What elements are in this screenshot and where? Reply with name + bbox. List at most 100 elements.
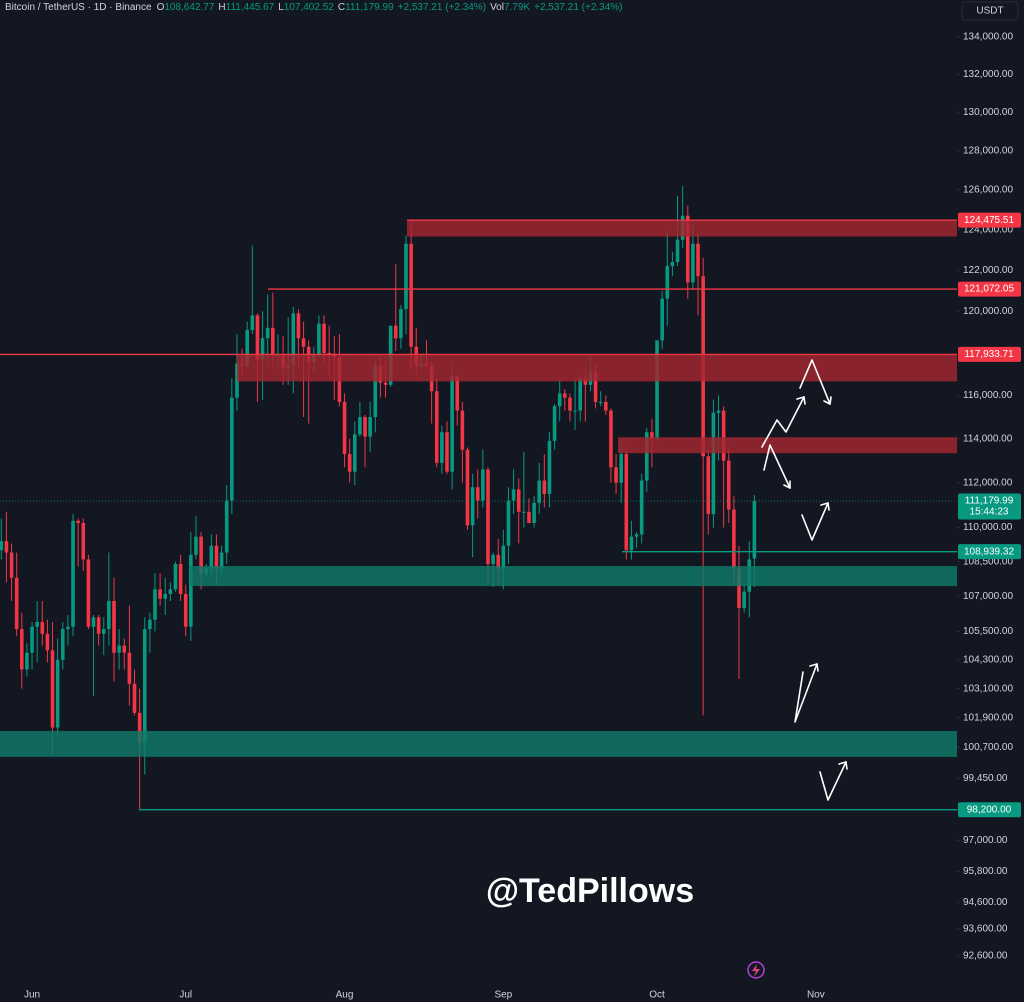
- candle-body: [235, 363, 239, 398]
- price-label-box: [958, 212, 1021, 228]
- candle-body: [434, 391, 439, 463]
- arrow: [763, 444, 791, 489]
- candle-body: [265, 327, 270, 339]
- candle-body: [76, 520, 80, 524]
- y-tick-label: 134,000.00: [963, 31, 1013, 42]
- x-tick-label: Aug: [336, 990, 354, 1001]
- candle-body: [675, 239, 680, 262]
- candle-body: [117, 645, 121, 653]
- candle-body: [516, 489, 521, 512]
- arrowhead: [823, 396, 832, 405]
- candle-body: [532, 502, 536, 524]
- price-label: 117,933.71: [964, 349, 1014, 360]
- candle-body: [317, 323, 321, 356]
- candle-body: [399, 309, 403, 339]
- header-value: 108,642.77: [164, 2, 215, 13]
- header-key: Vol: [490, 2, 504, 13]
- y-tick-label: 128,000.00: [963, 145, 1013, 156]
- candle-body: [383, 382, 388, 385]
- candle-body: [137, 712, 142, 743]
- candle-body: [0, 541, 4, 551]
- candle-body: [696, 243, 700, 277]
- candle-body: [322, 323, 326, 354]
- arrow: [799, 359, 831, 405]
- candle-body: [552, 406, 557, 441]
- candle-body: [455, 376, 460, 411]
- annotations: [761, 359, 848, 801]
- candle-body: [112, 600, 116, 653]
- candle-body: [368, 417, 372, 437]
- candle-body: [460, 410, 465, 450]
- candle-body: [568, 397, 572, 411]
- price-label: 98,200.00: [967, 804, 1012, 815]
- candle-body: [178, 563, 183, 594]
- y-tick-label: 95,800.00: [963, 866, 1008, 877]
- price-label: 121,072.05: [964, 284, 1014, 295]
- x-tick-label: Jul: [179, 990, 192, 1001]
- candle-body: [619, 454, 623, 483]
- currency[interactable]: USDT: [976, 6, 1003, 17]
- candle-body: [230, 397, 234, 501]
- price-label-box: [958, 493, 1021, 520]
- candle-body: [60, 629, 65, 660]
- candle-body: [563, 393, 567, 398]
- y-tick-label: 110,000.00: [963, 522, 1013, 533]
- candle-body: [527, 511, 531, 524]
- lightning-icon[interactable]: [747, 961, 765, 979]
- price-label: 108,939.32: [964, 546, 1014, 557]
- currency-box[interactable]: [961, 1, 1019, 21]
- arrowhead: [820, 502, 830, 511]
- candle-body: [486, 469, 490, 564]
- candle-body: [255, 315, 260, 360]
- price-label: 124,475.51: [964, 215, 1014, 226]
- candle-body: [352, 434, 357, 472]
- candle-body: [271, 327, 275, 356]
- candle-body: [107, 600, 111, 630]
- candle-body: [132, 683, 137, 713]
- y-tick-label: 99,450.00: [963, 773, 1008, 784]
- y-tick-label: 114,000.00: [963, 433, 1013, 444]
- header-value: 7.79K: [503, 2, 531, 13]
- candle-body: [163, 593, 168, 599]
- price-label-box: [958, 281, 1021, 297]
- header-value: +2,537.21 (+2.34%): [397, 2, 487, 13]
- candle-body: [522, 511, 526, 513]
- symbol-title: Bitcoin / TetherUS · 1D · Binance: [5, 2, 152, 13]
- candle-body: [214, 545, 219, 569]
- y-tick-label: 105,500.00: [963, 626, 1013, 637]
- candle-body: [296, 313, 301, 339]
- y-tick-label: 100,700.00: [963, 742, 1013, 753]
- y-tick-label: 112,000.00: [963, 477, 1013, 488]
- candle-body: [450, 376, 454, 472]
- candle-body: [557, 393, 562, 407]
- candle-body: [573, 410, 577, 412]
- candle-body: [578, 378, 582, 411]
- candle-body: [716, 410, 721, 413]
- x-tick-label: Oct: [649, 990, 665, 1001]
- candle-body: [260, 338, 265, 360]
- y-tick-label: 122,000.00: [963, 265, 1013, 276]
- candle-body: [604, 401, 608, 411]
- candle-body: [168, 589, 173, 594]
- y-tick-label: 104,300.00: [963, 655, 1013, 666]
- candle-body: [609, 410, 613, 468]
- candle-body: [721, 410, 726, 461]
- candle-body: [347, 454, 352, 472]
- arrow: [794, 663, 818, 723]
- candle-body: [506, 500, 511, 546]
- candle-body: [358, 417, 362, 435]
- price-label: 111,179.99: [965, 496, 1014, 507]
- candle-body: [219, 552, 224, 569]
- candle-body: [542, 480, 547, 494]
- header-key: O: [156, 2, 165, 13]
- header-value: +2,537.21 (+2.34%): [534, 2, 623, 13]
- candle-body: [547, 440, 552, 494]
- header-value: 111,179.99: [345, 2, 394, 13]
- arrowhead: [809, 663, 819, 672]
- candle-body: [583, 378, 588, 385]
- candle-body: [209, 545, 214, 569]
- arrowhead: [796, 396, 806, 405]
- candle-body: [342, 401, 347, 455]
- watermark: @TedPillows: [486, 872, 694, 910]
